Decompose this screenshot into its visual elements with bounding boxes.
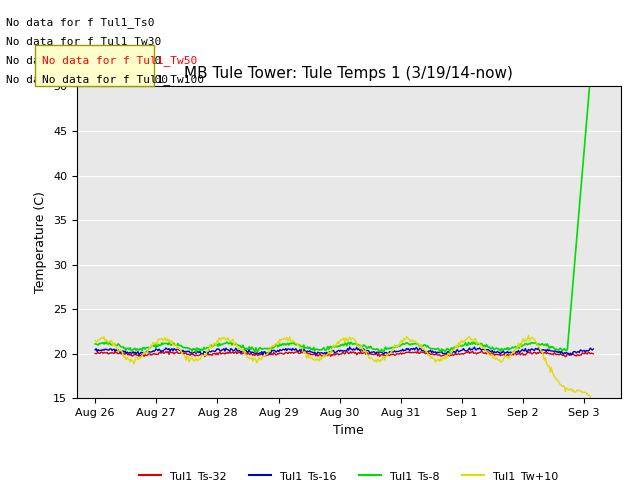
Tul1_Tw+10 xyxy=(589,398,597,404)
Tul1_Ts-16 xyxy=(589,346,597,352)
Tul1_Tw+10 xyxy=(361,349,369,355)
Tul1_Ts-16 xyxy=(579,348,587,354)
Tul1_Tw+10 xyxy=(328,348,335,354)
Tul1_Ts-32 xyxy=(589,351,597,357)
Legend: Tul1_Ts-32, Tul1_Ts-16, Tul1_Ts-8, Tul1_Tw+10: Tul1_Ts-32, Tul1_Ts-16, Tul1_Ts-8, Tul1_… xyxy=(135,467,563,480)
Text: No data for f Tul1_Ts0: No data for f Tul1_Ts0 xyxy=(6,17,155,28)
Text: No data for f Tul1_Tw50: No data for f Tul1_Tw50 xyxy=(6,55,162,66)
Tul1_Ts-32 xyxy=(362,351,369,357)
Tul1_Ts-8 xyxy=(332,344,340,349)
Tul1_Ts-32 xyxy=(500,352,508,358)
Tul1_Ts-8 xyxy=(92,341,99,347)
Tul1_Ts-8 xyxy=(500,346,508,351)
Tul1_Tw+10 xyxy=(388,349,396,355)
Tul1_Ts-32 xyxy=(579,350,587,356)
Tul1_Ts-32 xyxy=(561,354,569,360)
Tul1_Ts-32 xyxy=(300,348,308,353)
Tul1_Ts-8 xyxy=(388,345,396,350)
X-axis label: Time: Time xyxy=(333,424,364,437)
Line: Tul1_Ts-16: Tul1_Ts-16 xyxy=(95,347,593,355)
Tul1_Ts-32 xyxy=(329,352,337,358)
Tul1_Ts-16 xyxy=(329,348,337,353)
Text: No data for f Tul1_Tw100: No data for f Tul1_Tw100 xyxy=(42,74,204,85)
Text: No data for f Tul1_Tw100: No data for f Tul1_Tw100 xyxy=(6,74,168,85)
Tul1_Tw+10 xyxy=(331,344,339,349)
Line: Tul1_Ts-8: Tul1_Ts-8 xyxy=(95,42,593,352)
Tul1_Ts-16 xyxy=(502,350,509,356)
Text: No data for f Tul1_Tw50: No data for f Tul1_Tw50 xyxy=(42,55,197,66)
Text: No data for f Tul1_Tw30: No data for f Tul1_Tw30 xyxy=(6,36,162,47)
Tul1_Ts-8 xyxy=(329,344,337,350)
Y-axis label: Temperature (C): Temperature (C) xyxy=(35,192,47,293)
Tul1_Ts-32 xyxy=(388,351,396,357)
Tul1_Tw+10 xyxy=(92,338,99,344)
Tul1_Ts-16 xyxy=(332,349,340,355)
Tul1_Tw+10 xyxy=(579,390,586,396)
Tul1_Ts-8 xyxy=(192,349,200,355)
Tul1_Ts-32 xyxy=(92,350,99,356)
Tul1_Ts-16 xyxy=(92,347,99,353)
Tul1_Ts-8 xyxy=(589,39,597,45)
Title: MB Tule Tower: Tule Temps 1 (3/19/14-now): MB Tule Tower: Tule Temps 1 (3/19/14-now… xyxy=(184,66,513,81)
Tul1_Tw+10 xyxy=(525,333,532,338)
Tul1_Tw+10 xyxy=(500,356,508,362)
Tul1_Ts-8 xyxy=(362,343,369,349)
Tul1_Ts-32 xyxy=(332,351,340,357)
Tul1_Ts-16 xyxy=(390,349,397,355)
Tul1_Ts-16 xyxy=(363,348,371,353)
Tul1_Ts-16 xyxy=(259,352,267,358)
Line: Tul1_Tw+10: Tul1_Tw+10 xyxy=(95,336,593,401)
Tul1_Ts-8 xyxy=(579,169,586,175)
Tul1_Ts-16 xyxy=(346,344,353,350)
Line: Tul1_Ts-32: Tul1_Ts-32 xyxy=(95,350,593,357)
